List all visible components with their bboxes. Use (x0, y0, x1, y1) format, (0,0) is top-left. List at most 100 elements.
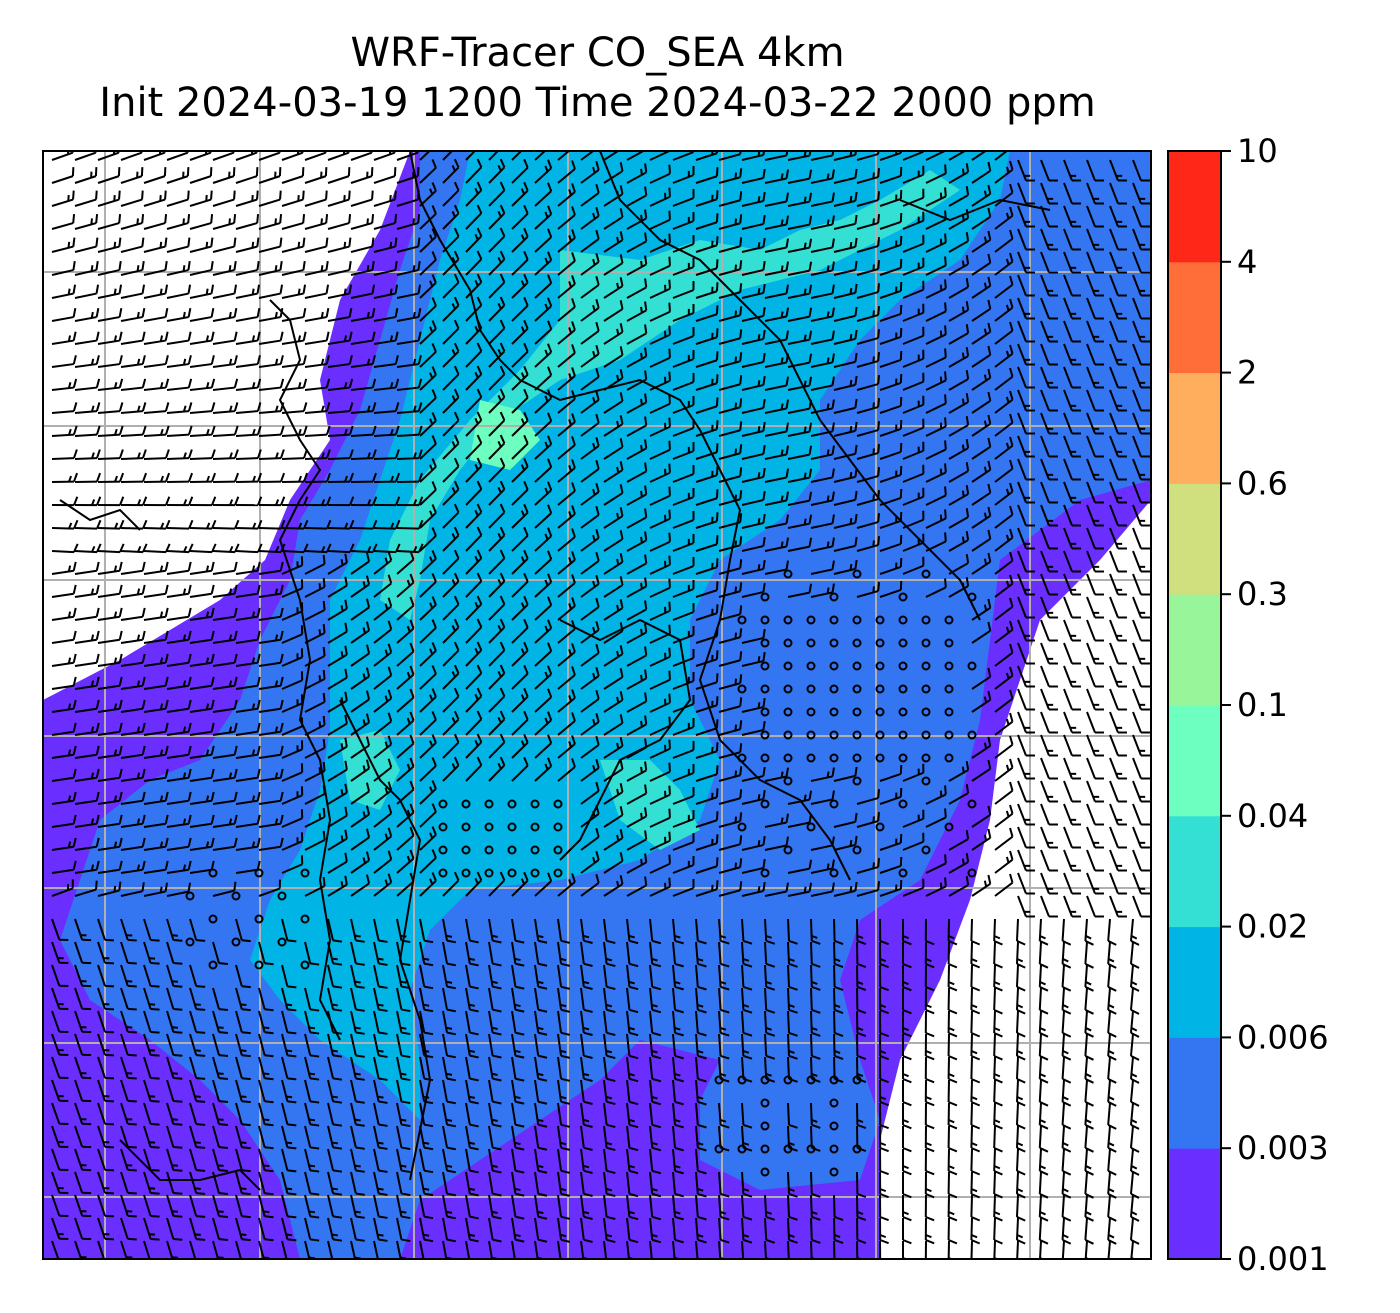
wind-barb (925, 486, 947, 506)
wind-barb (1040, 665, 1058, 688)
wind-barb (511, 457, 529, 483)
wind-barb (810, 330, 835, 345)
wind-barb (901, 987, 912, 1015)
wind-barb (166, 941, 183, 965)
wind-barb (1017, 895, 1035, 918)
calm-marker (921, 569, 931, 579)
wind-barb (672, 987, 684, 1014)
wind-barb (97, 699, 123, 713)
wind-barb (1129, 918, 1140, 946)
calm-marker (783, 638, 793, 648)
wind-barb (442, 411, 460, 437)
wind-barb (741, 582, 766, 598)
wind-barb (787, 330, 813, 345)
wind-barb (672, 1194, 684, 1221)
wind-barb (626, 784, 648, 805)
wind-barb (511, 158, 529, 184)
calm-marker (208, 960, 218, 970)
wind-barb (649, 1240, 653, 1259)
wind-barb (166, 1171, 183, 1195)
wind-barb (373, 597, 393, 621)
wind-barb (1063, 320, 1081, 343)
wind-barb (396, 1033, 411, 1059)
wind-barb (672, 810, 695, 828)
wind-barb (235, 167, 259, 184)
wind-barb (557, 436, 576, 460)
contour-level-002-east (600, 760, 700, 850)
wind-barb (603, 346, 624, 368)
wind-barb (695, 1056, 707, 1083)
calm-marker (783, 707, 793, 717)
wind-barb (396, 472, 424, 483)
wind-barb (649, 854, 671, 874)
wind-barb (143, 1010, 160, 1034)
wind-barb (787, 882, 813, 897)
wind-barb (856, 443, 881, 460)
wind-barb (442, 1148, 457, 1174)
wind-barb (718, 812, 743, 828)
wind-barb (304, 830, 326, 851)
wind-barb (97, 1010, 114, 1034)
wind-barb (764, 1194, 776, 1221)
wind-barb (465, 388, 483, 414)
wind-barb (511, 1171, 525, 1197)
wind-barb (396, 284, 422, 299)
wind-barb (189, 1079, 206, 1103)
wind-barb (603, 645, 624, 667)
wind-barb (396, 987, 411, 1013)
wind-barb (580, 229, 600, 253)
wind-barb (1132, 849, 1150, 872)
wind-barb (534, 458, 553, 483)
wind-barb (1109, 734, 1127, 757)
wind-barb (51, 584, 77, 598)
wind-barb (396, 573, 415, 598)
wind-barb (465, 1102, 479, 1128)
wind-barb (1086, 412, 1104, 435)
wind-barb (235, 1194, 251, 1219)
wind-barb (97, 768, 123, 782)
wind-barb (603, 714, 624, 736)
wind-barb (465, 365, 483, 391)
wind-barb (924, 1217, 935, 1245)
calm-marker (231, 937, 241, 947)
wind-barb (465, 480, 483, 506)
wind-barb (534, 688, 553, 713)
wind-barb (442, 641, 460, 667)
wind-barb (97, 543, 125, 554)
wind-barb (1107, 918, 1117, 946)
wind-barb (419, 941, 434, 967)
wind-barb (833, 559, 858, 575)
wind-barb (695, 673, 719, 690)
wind-barb (51, 879, 74, 897)
wind-barb (879, 373, 903, 391)
wind-barb (626, 830, 648, 851)
wind-barb (51, 722, 77, 736)
wind-barb (373, 402, 400, 414)
wind-barb (373, 781, 393, 805)
wind-barb (143, 472, 171, 483)
wind-barb (258, 472, 286, 483)
wind-barb (833, 283, 858, 299)
wind-barb (97, 745, 123, 759)
wind-barb (1129, 1125, 1140, 1153)
wind-barb (281, 556, 304, 575)
wind-barb (189, 1171, 206, 1195)
wind-barb (557, 918, 571, 944)
wind-barb (1040, 159, 1058, 182)
wind-barb (396, 780, 415, 805)
wind-barb (603, 1194, 616, 1221)
wind-barb (212, 676, 238, 690)
wind-barb (603, 208, 624, 230)
wind-barb (764, 491, 789, 506)
wind-barb (235, 425, 262, 437)
wind-barb (1109, 481, 1127, 504)
wind-barb (787, 468, 813, 483)
wind-barb (212, 1033, 229, 1058)
wind-barb (74, 1194, 92, 1218)
wind-barb (120, 768, 146, 782)
wind-barb (465, 227, 483, 253)
wind-barb (350, 1194, 365, 1219)
wind-barb (511, 1240, 516, 1259)
wind-barb (787, 261, 813, 276)
wind-barb (1040, 297, 1058, 320)
